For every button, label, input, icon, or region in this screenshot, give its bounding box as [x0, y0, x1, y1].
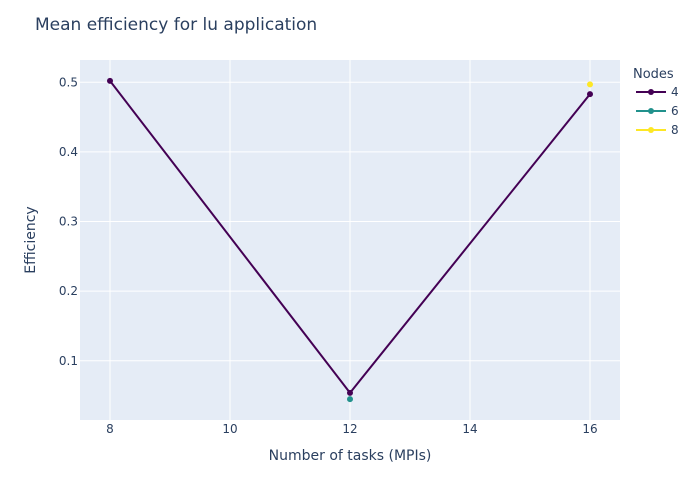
x-tick-label: 14 — [462, 422, 477, 436]
data-point[interactable] — [347, 389, 353, 396]
gridlines — [80, 60, 620, 420]
x-tick-label: 12 — [342, 422, 357, 436]
legend-label: 8 — [671, 123, 679, 137]
legend-label: 4 — [671, 85, 679, 99]
y-axis-ticks: 0.1 0.2 0.3 0.4 0.5 — [59, 75, 78, 368]
series-6 — [347, 396, 353, 403]
x-tick-label: 16 — [582, 422, 597, 436]
series-4 — [107, 77, 593, 396]
x-axis-ticks: 8 10 12 14 16 — [106, 422, 597, 436]
y-axis-title: Efficiency — [23, 206, 39, 273]
y-tick-label: 0.4 — [59, 145, 78, 159]
legend-marker — [648, 89, 654, 95]
data-point[interactable] — [107, 77, 113, 84]
legend-item-4[interactable]: 4 — [636, 85, 679, 99]
series-group — [107, 77, 593, 403]
data-point[interactable] — [587, 91, 593, 98]
y-tick-label: 0.5 — [59, 75, 78, 89]
y-tick-label: 0.3 — [59, 215, 78, 229]
legend[interactable]: Nodes 4 6 8 — [633, 67, 679, 137]
legend-title: Nodes — [633, 67, 674, 82]
legend-item-8[interactable]: 8 — [636, 123, 679, 137]
legend-marker — [648, 127, 654, 133]
data-point[interactable] — [347, 396, 353, 403]
data-point[interactable] — [587, 81, 593, 88]
y-tick-label: 0.2 — [59, 284, 78, 298]
legend-item-6[interactable]: 6 — [636, 104, 679, 118]
x-axis-title: Number of tasks (MPIs) — [269, 448, 432, 464]
x-tick-label: 10 — [222, 422, 237, 436]
chart-title: Mean efficiency for lu application — [35, 15, 317, 35]
legend-marker — [648, 108, 654, 114]
x-tick-label: 8 — [106, 422, 114, 436]
y-tick-label: 0.1 — [59, 354, 78, 368]
series-8 — [587, 81, 593, 88]
legend-label: 6 — [671, 104, 679, 118]
